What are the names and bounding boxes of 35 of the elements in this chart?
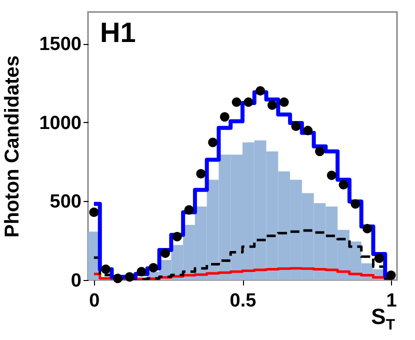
y-tick-label: 1000 [39,112,82,134]
point [220,112,230,122]
point [101,264,111,274]
x-tick-label: 0 [89,290,100,312]
point [172,232,182,242]
y-axis-title: Photon Candidates [2,55,24,238]
point [291,122,301,132]
point [148,262,158,272]
point [232,97,242,107]
point [124,272,134,282]
point [315,146,324,156]
point [160,248,170,258]
point [303,126,313,136]
point [279,97,289,107]
point [338,180,348,190]
point [362,224,372,234]
point [184,205,194,215]
point [244,97,254,107]
x-tick-label: 0.5 [230,290,257,312]
point [267,100,277,110]
y-tick-label: 1500 [39,34,82,56]
y-tick-label: 500 [50,192,82,213]
point [350,199,360,209]
y-tick-label: 0 [70,270,82,292]
point [326,170,336,180]
annotation: H1 [100,17,136,48]
point [89,207,99,217]
point [196,169,206,178]
point [386,270,396,280]
point [136,266,146,276]
point [374,254,384,263]
point [208,138,218,148]
x-tick-label: 1 [386,290,398,312]
point [112,274,122,284]
point [256,86,266,96]
